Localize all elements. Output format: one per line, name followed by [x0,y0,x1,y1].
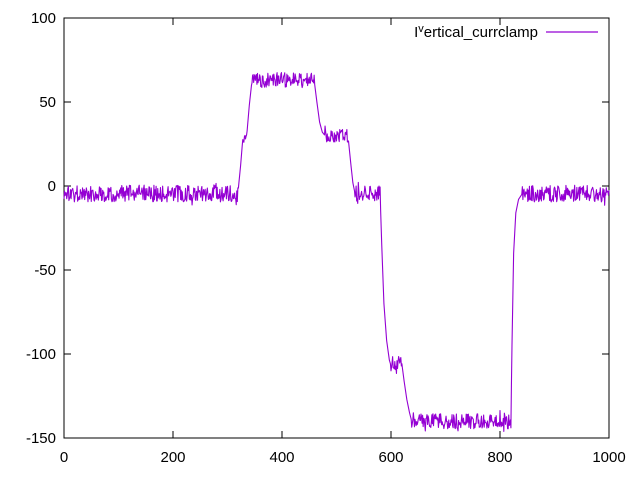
x-tick-label: 1000 [592,449,625,466]
y-tick-label: -100 [26,346,56,363]
y-tick-label: 100 [31,10,56,27]
series-path [63,72,610,432]
x-tick-label: 600 [378,449,403,466]
legend-label: Ivertical_currclamp [414,23,538,41]
legend: Ivertical_currclamp [414,23,598,41]
plot-border-rect [63,17,610,439]
y-axis-tick-labels: 100 50 0 -50 -100 -150 [26,10,56,447]
x-tick-label: 0 [60,449,68,466]
y-tick-label: -150 [26,430,56,447]
x-axis-tick-labels: 0 200 400 600 800 1000 [60,449,626,466]
legend-label-prefix: I [414,24,418,41]
x-tick-label: 800 [487,449,512,466]
legend-label-superscript: v [418,23,424,35]
y-tick-label: 0 [48,178,56,195]
y-tick-label: 50 [39,94,56,111]
legend-label-rest: ertical_currclamp [424,24,538,41]
plot-border [63,17,610,439]
x-tick-label: 400 [269,449,294,466]
x-tick-label: 200 [160,449,185,466]
series-line [63,72,610,432]
y-tick-label: -50 [34,262,56,279]
axis-ticks [63,17,610,439]
